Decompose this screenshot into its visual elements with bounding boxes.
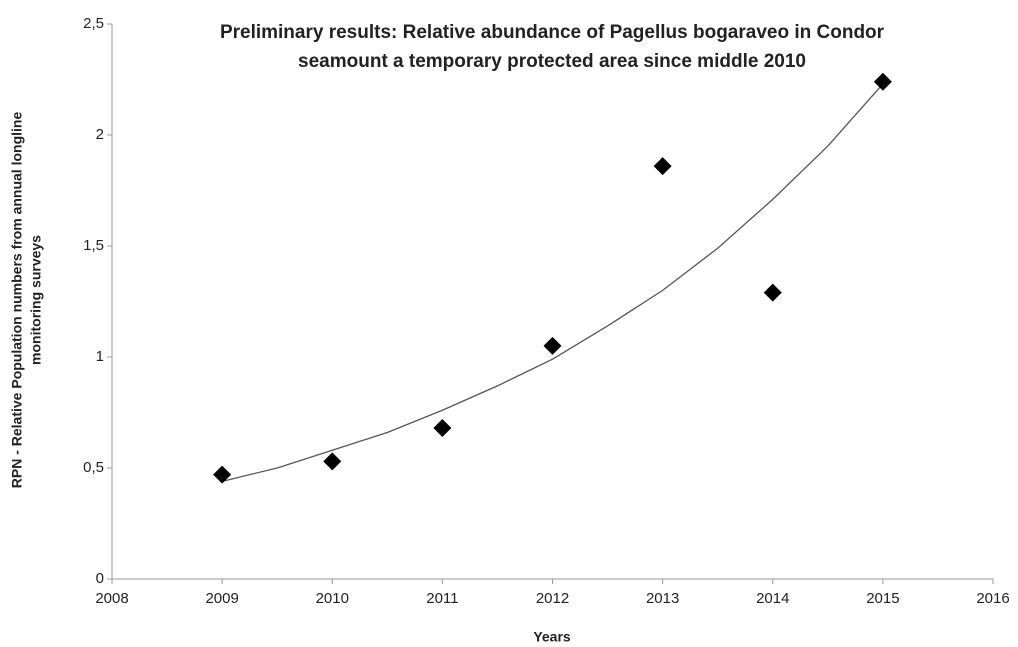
point xyxy=(543,336,562,355)
chart-title: seamount a temporary protected area sinc… xyxy=(298,51,806,72)
point xyxy=(213,465,232,484)
y-tick-label: 0,5 xyxy=(83,459,104,476)
trendline xyxy=(221,83,884,482)
x-tick-label: 2008 xyxy=(95,590,128,607)
x-axis-label: Years xyxy=(533,629,571,645)
x-tick-label: 2010 xyxy=(316,590,349,607)
point xyxy=(763,283,782,302)
chart-title: Preliminary results: Relative abundance … xyxy=(220,22,885,43)
point xyxy=(323,452,342,471)
point xyxy=(433,419,452,438)
x-tick-label: 2014 xyxy=(756,590,789,607)
x-tick-label: 2016 xyxy=(976,590,1009,607)
x-tick-label: 2015 xyxy=(866,590,899,607)
x-tick-label: 2009 xyxy=(205,590,238,607)
point xyxy=(873,72,892,91)
y-tick-label: 2 xyxy=(96,126,104,143)
point xyxy=(653,157,672,176)
y-tick-label: 1 xyxy=(96,348,104,365)
x-tick-label: 2012 xyxy=(536,590,569,607)
y-axis-label: monitoring surveys xyxy=(28,235,44,365)
y-tick-label: 1,5 xyxy=(83,237,104,254)
x-tick-label: 2013 xyxy=(646,590,679,607)
y-tick-label: 0 xyxy=(96,570,104,587)
y-tick-label: 2,5 xyxy=(83,15,104,32)
y-axis-label: RPN - Relative Population numbers from a… xyxy=(9,112,25,489)
x-tick-label: 2011 xyxy=(426,590,458,607)
